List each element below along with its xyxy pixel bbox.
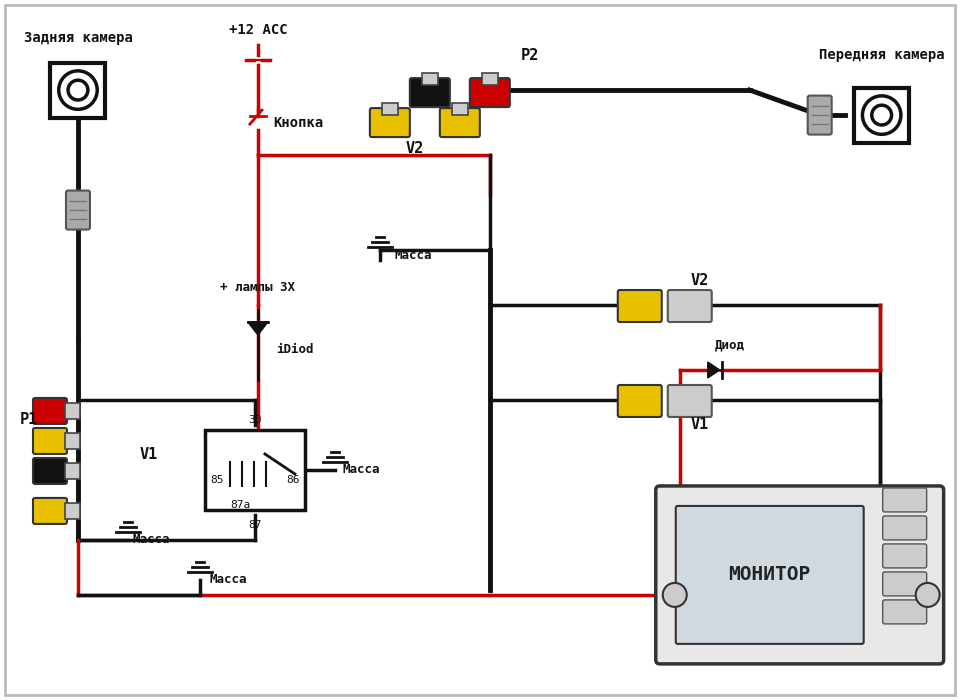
Polygon shape: [708, 362, 720, 378]
Text: 85: 85: [210, 475, 224, 485]
Text: Масса: Масса: [343, 463, 380, 477]
Text: iDiod: iDiod: [276, 344, 313, 356]
Bar: [65, 433, 80, 449]
FancyBboxPatch shape: [469, 78, 510, 107]
Bar: [382, 103, 397, 115]
FancyBboxPatch shape: [668, 290, 711, 322]
Text: P1: P1: [20, 412, 38, 428]
Text: + лампы 3Х: + лампы 3Х: [221, 281, 296, 293]
Bar: [204, 430, 305, 510]
Circle shape: [916, 583, 940, 607]
Text: 87a: 87a: [229, 500, 250, 510]
FancyBboxPatch shape: [882, 544, 926, 568]
Text: Кнопка: Кнопка: [273, 116, 324, 130]
Text: P2: P2: [520, 48, 539, 62]
Circle shape: [59, 71, 97, 109]
Text: +12 ACC: +12 ACC: [228, 23, 287, 37]
Bar: [51, 62, 106, 118]
Circle shape: [872, 105, 892, 125]
FancyBboxPatch shape: [440, 108, 480, 137]
Text: V2: V2: [690, 272, 708, 288]
FancyBboxPatch shape: [410, 78, 450, 107]
Circle shape: [862, 96, 900, 134]
FancyBboxPatch shape: [33, 498, 67, 524]
Text: Передняя камера: Передняя камера: [819, 48, 945, 62]
Text: Масса: Масса: [395, 248, 432, 262]
Text: 30: 30: [248, 415, 262, 425]
FancyBboxPatch shape: [668, 385, 711, 417]
FancyBboxPatch shape: [807, 96, 831, 134]
Text: Масса: Масса: [132, 533, 171, 547]
FancyBboxPatch shape: [882, 572, 926, 596]
Polygon shape: [248, 322, 268, 335]
FancyBboxPatch shape: [33, 458, 67, 484]
Bar: [421, 73, 438, 85]
Bar: [65, 503, 80, 519]
FancyBboxPatch shape: [656, 486, 944, 664]
Bar: [452, 103, 468, 115]
Bar: [65, 463, 80, 479]
Bar: [65, 403, 80, 419]
Text: V2: V2: [406, 141, 424, 155]
Text: Масса: Масса: [210, 573, 248, 587]
Text: 86: 86: [286, 475, 300, 485]
Bar: [482, 73, 498, 85]
Text: 87: 87: [248, 520, 262, 530]
Text: V1: V1: [690, 417, 708, 433]
FancyBboxPatch shape: [66, 190, 90, 230]
FancyBboxPatch shape: [882, 600, 926, 624]
FancyBboxPatch shape: [882, 516, 926, 540]
FancyBboxPatch shape: [33, 428, 67, 454]
Text: МОНИТОР: МОНИТОР: [729, 566, 811, 584]
FancyBboxPatch shape: [618, 385, 661, 417]
FancyBboxPatch shape: [618, 290, 661, 322]
FancyBboxPatch shape: [33, 398, 67, 424]
Bar: [854, 88, 909, 143]
Text: Задняя камера: Задняя камера: [24, 31, 132, 45]
Circle shape: [662, 583, 686, 607]
FancyBboxPatch shape: [676, 506, 864, 644]
FancyBboxPatch shape: [370, 108, 410, 137]
Circle shape: [68, 80, 88, 100]
Text: Диод: Диод: [715, 339, 745, 351]
Text: V1: V1: [140, 447, 158, 463]
FancyBboxPatch shape: [882, 488, 926, 512]
